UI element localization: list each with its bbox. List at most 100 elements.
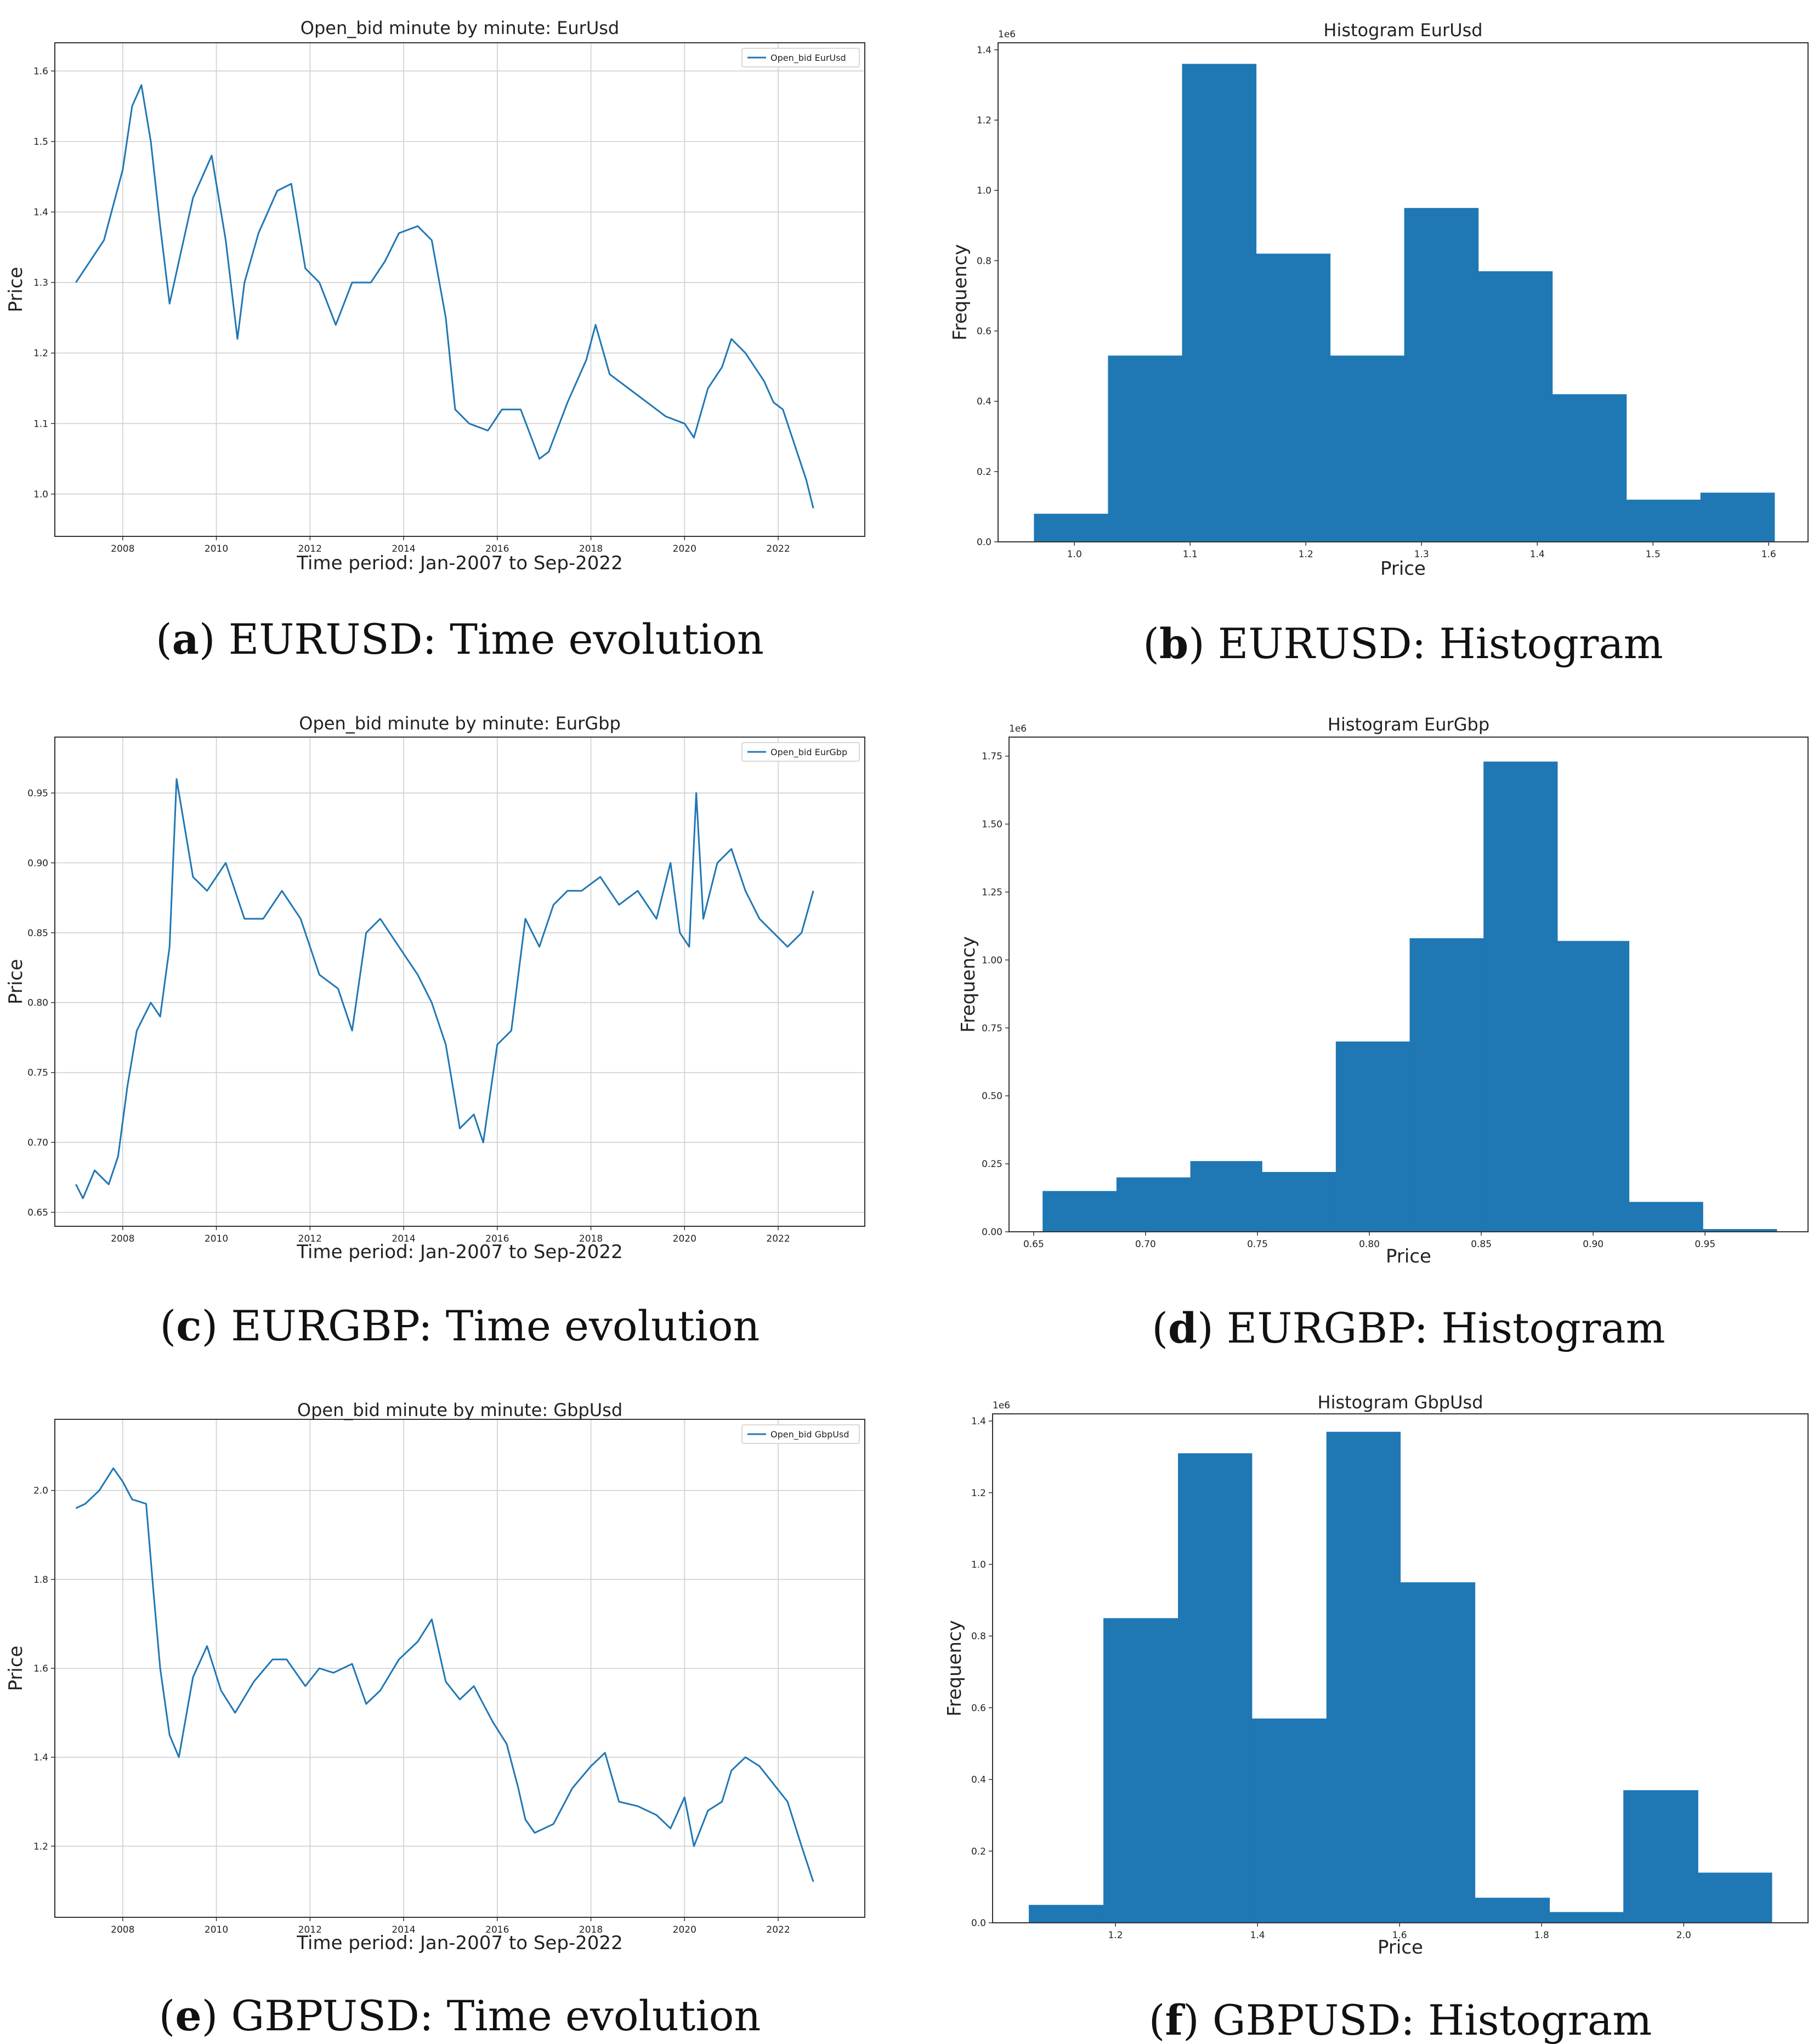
x-tick-label: 1.6	[1761, 549, 1776, 560]
histogram-bar	[1552, 394, 1627, 542]
y-tick-label: 0.4	[971, 1775, 986, 1786]
caption-paren: )	[1197, 1304, 1227, 1352]
histogram-bar	[1629, 1202, 1703, 1232]
x-tick-label: 2010	[205, 543, 228, 554]
histogram-bar	[1103, 1618, 1178, 1923]
y-tick-label: 0.80	[27, 998, 48, 1009]
figure-caption: (a) EURUSD: Time evolution	[156, 615, 764, 664]
x-tick-label: 0.95	[1695, 1239, 1715, 1250]
legend-box	[741, 1424, 860, 1444]
caption-paren: (	[160, 1301, 177, 1350]
histogram-bar	[1703, 1229, 1777, 1232]
y-tick-label: 1.8	[33, 1575, 48, 1586]
histogram-bar	[1557, 941, 1630, 1232]
series-line	[75, 1467, 814, 1882]
legend-label: Open_bid EurUsd	[770, 53, 846, 64]
histogram-bar	[1262, 1171, 1336, 1232]
histogram-bar	[1623, 1790, 1698, 1923]
chart-a: 2008 2010 2012 2014 2016 2018 2020 2022 1.0 1.1 1.…	[5, 18, 865, 664]
caption-paren: )	[202, 1991, 231, 2040]
x-tick-label: 2018	[579, 1924, 603, 1935]
series-line	[75, 778, 814, 1199]
x-tick-label: 0.90	[1583, 1239, 1603, 1250]
histogram-bar	[1475, 1898, 1550, 1923]
histogram-bar	[1698, 1872, 1772, 1923]
histogram-bar	[1626, 500, 1701, 542]
x-tick-label: 2012	[298, 1233, 322, 1244]
y-tick-label: 1.25	[982, 887, 1002, 898]
caption-paren: (	[1149, 1996, 1165, 2044]
caption-paren: (	[1152, 1304, 1168, 1352]
x-tick-label: 1.6	[1392, 1930, 1407, 1941]
caption-paren: )	[199, 615, 229, 664]
histogram-bar	[1335, 1041, 1410, 1232]
plot-frame	[992, 1413, 1809, 1923]
histogram-bar	[1330, 355, 1405, 542]
legend-label: Open_bid GbpUsd	[770, 1429, 849, 1440]
caption-text: GBPUSD: Histogram	[1212, 1996, 1652, 2044]
caption-text: EURUSD: Time evolution	[229, 615, 764, 664]
y-tick-label: 1.2	[971, 1488, 986, 1499]
y-tick-label: 0.6	[977, 326, 991, 337]
y-axis-label: Price	[5, 959, 27, 1005]
x-tick-label: 0.70	[1135, 1239, 1156, 1250]
x-tick-label: 2014	[392, 1924, 415, 1935]
histogram-bar	[1256, 253, 1331, 542]
x-tick-label: 2.0	[1676, 1930, 1691, 1941]
y-tick-label: 1.4	[977, 45, 991, 56]
x-axis-label: Time period: Jan-2007 to Sep-2022	[296, 552, 622, 574]
plot-frame	[54, 42, 865, 537]
chart-d: 0.65 0.70 0.75 0.80 0.85 0.90 0.95 0.00 0.25 0.50…	[957, 714, 1809, 1352]
histogram-bar	[1549, 1912, 1624, 1923]
caption-text: EURUSD: Histogram	[1218, 619, 1663, 668]
caption-letter: b	[1159, 619, 1188, 668]
histogram-bar	[1400, 1582, 1476, 1923]
histogram-bar	[1042, 1191, 1117, 1232]
caption-letter: f	[1165, 1996, 1185, 2044]
x-axis-label: Time period: Jan-2007 to Sep-2022	[296, 1932, 622, 1954]
y-tick-label: 1.75	[982, 751, 1002, 762]
y-tick-label: 1.3	[33, 278, 48, 288]
histogram-bar	[1404, 208, 1479, 542]
x-tick-label: 2012	[298, 543, 322, 554]
y-tick-label: 1.4	[33, 207, 48, 218]
y-tick-label: 1.5	[33, 137, 48, 148]
chart-title: Open_bid minute by minute: EurGbp	[299, 713, 621, 734]
x-tick-label: 0.80	[1359, 1239, 1380, 1250]
x-tick-label: 2020	[673, 543, 696, 554]
chart-title: Histogram GbpUsd	[1318, 1392, 1483, 1413]
x-tick-label: 2022	[766, 1924, 790, 1935]
y-tick-label: 1.2	[33, 348, 48, 359]
y-axis-label: Price	[5, 267, 27, 313]
y-axis-label: Frequency	[957, 936, 979, 1033]
chart-title: Histogram EurGbp	[1328, 714, 1489, 735]
legend-box	[741, 742, 860, 762]
x-tick-label: 2018	[579, 543, 603, 554]
y-tick-label: 0.0	[977, 537, 991, 548]
y-tick-label: 0.95	[27, 788, 48, 799]
y-tick-label: 1.0	[977, 185, 991, 196]
y-tick-label: 1.00	[982, 955, 1002, 966]
figure-caption: (d) EURGBP: Histogram	[1152, 1304, 1665, 1352]
x-tick-label: 2020	[673, 1924, 696, 1935]
x-tick-label: 1.0	[1067, 549, 1082, 560]
caption-paren: )	[1183, 1996, 1212, 2044]
x-tick-label: 1.2	[1299, 549, 1313, 560]
x-tick-label: 2012	[298, 1924, 322, 1935]
y-tick-label: 1.50	[982, 819, 1002, 830]
histogram-bar	[1182, 64, 1257, 542]
y-tick-label: 0.75	[27, 1068, 48, 1079]
axis-offset-label: 1e6	[993, 1400, 1010, 1411]
caption-text: GBPUSD: Time evolution	[231, 1991, 761, 2040]
x-tick-label: 2022	[766, 543, 790, 554]
y-tick-label: 0.50	[982, 1091, 1002, 1102]
histogram-bar	[1108, 355, 1183, 542]
legend-label: Open_bid EurGbp	[770, 747, 847, 758]
x-tick-label: 2014	[392, 1233, 415, 1244]
histogram-bar	[1483, 761, 1558, 1232]
x-tick-label: 2016	[485, 1924, 509, 1935]
y-tick-label: 1.0	[971, 1559, 986, 1570]
y-tick-label: 1.4	[33, 1752, 48, 1763]
caption-text: EURGBP: Time evolution	[231, 1301, 760, 1350]
x-tick-label: 2014	[392, 543, 415, 554]
